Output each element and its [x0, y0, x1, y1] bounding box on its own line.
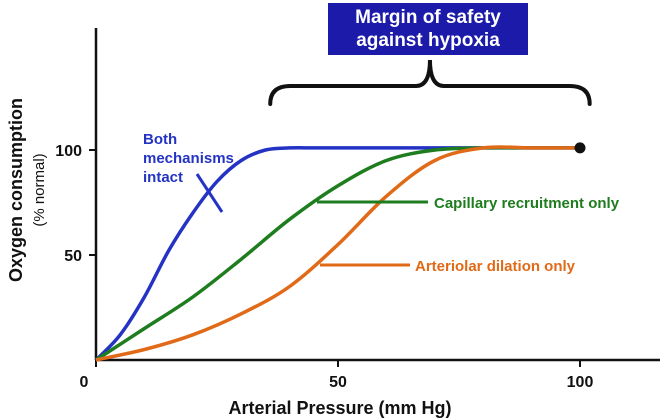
y-tick-label: 50 — [64, 248, 82, 265]
callout-line-1: Margin of safety — [355, 7, 501, 28]
x-tick-label: 100 — [567, 374, 594, 391]
x-tick-label: 50 — [329, 374, 347, 391]
callout-line-2: against hypoxia — [356, 30, 500, 51]
annotation-both-line: intact — [143, 169, 183, 186]
annotations: Both mechanisms intact Capillary recruitmen… — [143, 131, 620, 275]
series-lines — [94, 142, 586, 362]
x-axis-label: Arterial Pressure (mm Hg) — [228, 398, 451, 418]
ticks: 0 50 100 50 100 — [55, 143, 593, 391]
axes — [94, 28, 660, 362]
leader-line-both — [195, 173, 224, 213]
annotation-capillary: Capillary recruitment only — [434, 195, 620, 212]
series-line-arteriolar-dilation-only — [95, 145, 580, 362]
x-tick-label: 0 — [80, 374, 89, 391]
y-axis-label: Oxygen consumption — [6, 98, 26, 282]
y-tick-label: 100 — [55, 143, 82, 160]
y-axis-sublabel: (% normal) — [31, 153, 48, 226]
annotation-arteriolar: Arteriolar dilation only — [415, 258, 576, 275]
end-point-marker — [574, 142, 586, 154]
brace — [268, 59, 592, 106]
annotation-both-line: mechanisms — [143, 150, 234, 167]
margin-of-safety-callout: Margin of safety against hypoxia — [328, 3, 528, 55]
annotation-both-line: Both — [143, 131, 177, 148]
